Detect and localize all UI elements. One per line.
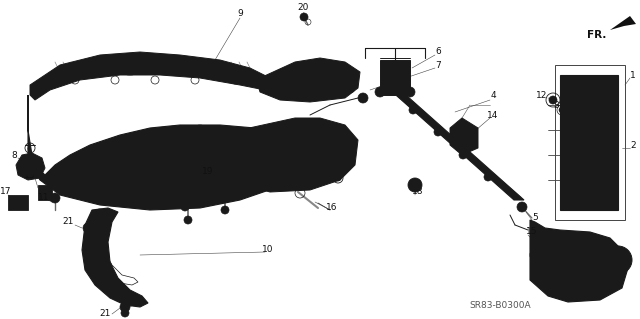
Circle shape — [184, 216, 192, 224]
Text: 6: 6 — [435, 48, 441, 56]
Circle shape — [117, 132, 193, 208]
Polygon shape — [30, 52, 270, 100]
Text: 9: 9 — [237, 10, 243, 19]
Text: 15: 15 — [526, 227, 538, 236]
Polygon shape — [560, 75, 618, 210]
Text: 5: 5 — [532, 213, 538, 222]
Polygon shape — [38, 185, 52, 200]
Polygon shape — [450, 118, 478, 155]
Text: 20: 20 — [298, 4, 308, 12]
Polygon shape — [82, 208, 148, 307]
Circle shape — [221, 206, 229, 214]
Circle shape — [408, 178, 422, 192]
Circle shape — [375, 87, 385, 97]
Circle shape — [337, 132, 343, 138]
Circle shape — [534, 251, 542, 259]
Circle shape — [434, 128, 442, 136]
Circle shape — [263, 123, 327, 187]
Text: SR83-B0300A: SR83-B0300A — [469, 300, 531, 309]
Circle shape — [549, 96, 557, 104]
Text: 12: 12 — [536, 91, 548, 100]
Text: 3: 3 — [553, 101, 559, 110]
Circle shape — [517, 202, 527, 212]
Circle shape — [186, 171, 200, 185]
Polygon shape — [610, 16, 636, 30]
Text: 14: 14 — [487, 110, 499, 120]
Circle shape — [289, 122, 295, 128]
Text: 13: 13 — [24, 170, 36, 180]
Circle shape — [121, 309, 129, 317]
Circle shape — [358, 93, 368, 103]
Polygon shape — [16, 153, 45, 180]
Circle shape — [22, 160, 38, 176]
Ellipse shape — [574, 150, 602, 160]
Circle shape — [484, 173, 492, 181]
Polygon shape — [235, 118, 358, 192]
Circle shape — [550, 238, 606, 294]
Polygon shape — [388, 88, 524, 200]
Polygon shape — [8, 195, 28, 210]
Text: FR.: FR. — [588, 30, 607, 40]
Circle shape — [120, 302, 130, 312]
Circle shape — [559, 107, 565, 113]
Text: 8: 8 — [11, 151, 17, 160]
Polygon shape — [530, 220, 628, 302]
Text: 19: 19 — [202, 167, 214, 176]
Ellipse shape — [567, 121, 609, 139]
Text: 21: 21 — [99, 308, 111, 317]
Text: 11: 11 — [38, 194, 50, 203]
Polygon shape — [28, 95, 295, 210]
Text: 17: 17 — [0, 188, 12, 197]
Text: 21: 21 — [62, 218, 74, 226]
Circle shape — [247, 132, 253, 138]
Circle shape — [83, 223, 93, 233]
Ellipse shape — [567, 146, 609, 164]
Text: 4: 4 — [490, 92, 496, 100]
Text: 2: 2 — [630, 142, 636, 151]
Circle shape — [189, 174, 197, 182]
Polygon shape — [380, 60, 410, 95]
Circle shape — [405, 87, 415, 97]
Ellipse shape — [567, 96, 609, 114]
Ellipse shape — [574, 124, 602, 136]
Polygon shape — [258, 58, 360, 102]
Ellipse shape — [574, 174, 602, 186]
Circle shape — [604, 246, 632, 274]
Text: 10: 10 — [262, 246, 274, 255]
Text: 7: 7 — [435, 61, 441, 70]
Ellipse shape — [574, 100, 602, 110]
Circle shape — [300, 13, 308, 21]
Circle shape — [335, 175, 341, 181]
Text: 16: 16 — [326, 204, 338, 212]
Ellipse shape — [383, 61, 407, 89]
Circle shape — [459, 151, 467, 159]
Ellipse shape — [567, 171, 609, 189]
Circle shape — [181, 203, 189, 211]
Text: 18: 18 — [412, 188, 424, 197]
Circle shape — [50, 193, 60, 203]
Circle shape — [409, 106, 417, 114]
Circle shape — [411, 181, 419, 189]
Text: 1: 1 — [630, 70, 636, 79]
Circle shape — [252, 175, 258, 181]
